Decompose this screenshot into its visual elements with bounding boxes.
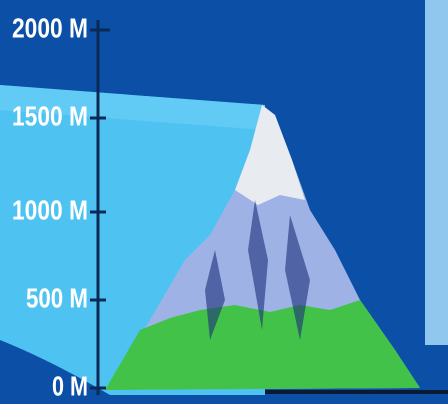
axis-label: 0 M: [52, 370, 88, 401]
mountain: [105, 105, 420, 390]
mountain-base: [105, 300, 420, 390]
axis-label: 2000 M: [12, 12, 88, 43]
mountain-shadow: [205, 200, 310, 340]
axis-label: 1500 M: [12, 100, 88, 131]
axis-label: 500 M: [26, 282, 88, 313]
axis-label: 1000 M: [12, 194, 88, 225]
mountain-snow: [235, 105, 305, 205]
side-panel: [425, 0, 448, 345]
water-highlight: [0, 85, 265, 130]
axis: 2000 M 1500 M 1000 M 500 M 0 M: [12, 12, 110, 401]
